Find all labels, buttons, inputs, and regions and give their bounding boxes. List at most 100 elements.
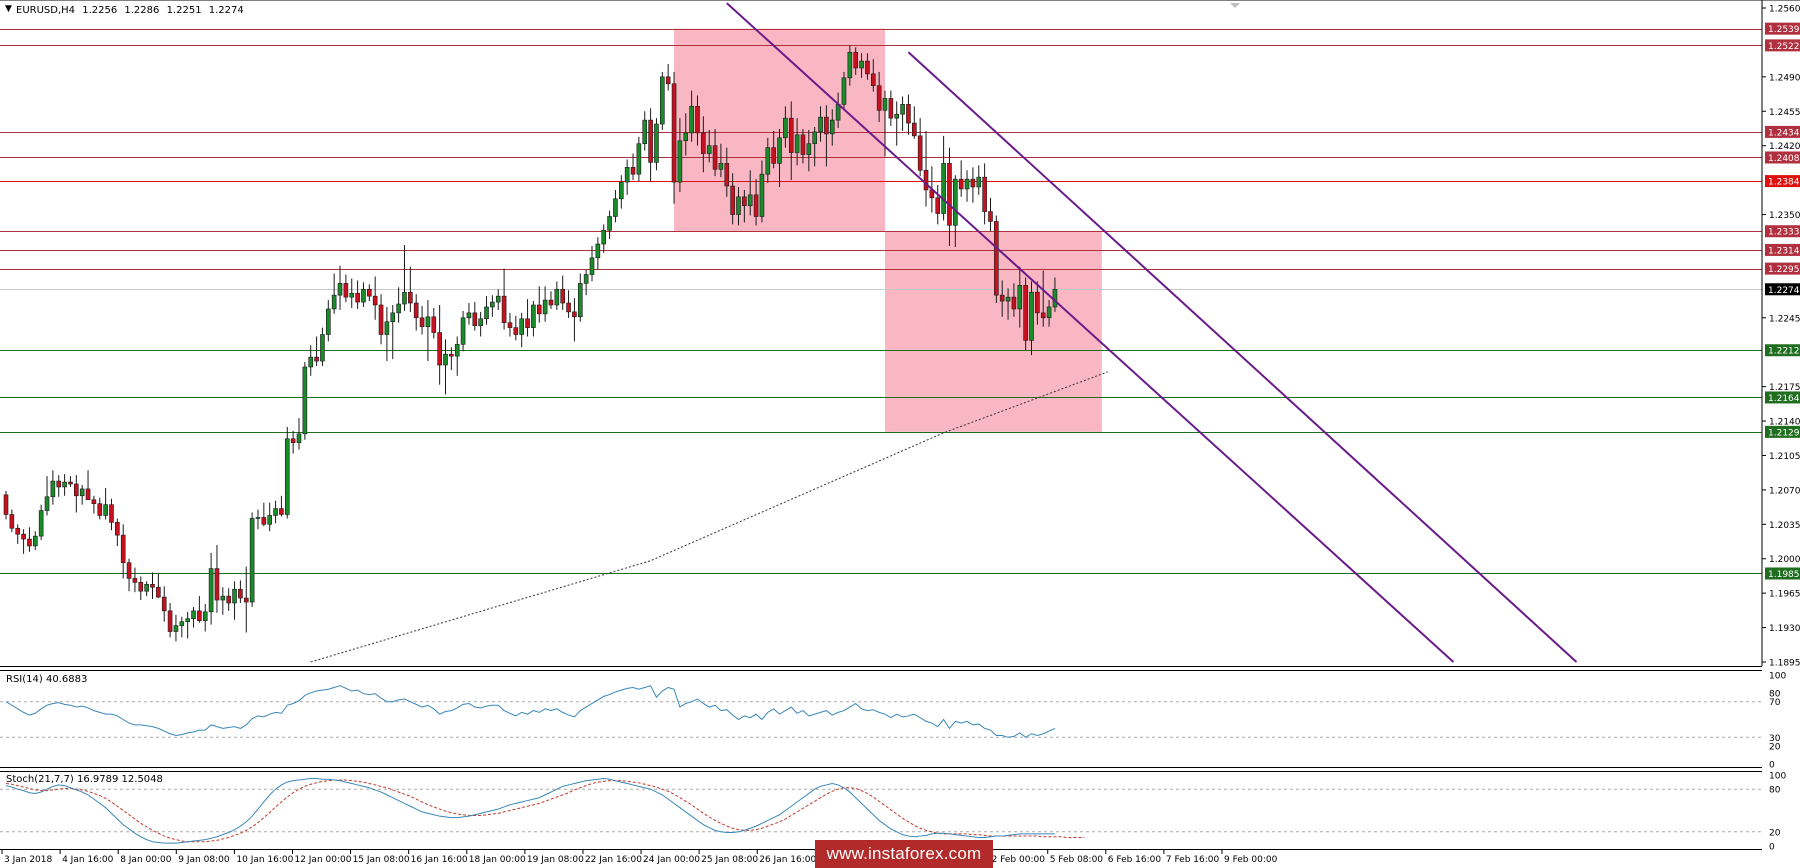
time-tick-label: 2 Feb 00:00	[992, 855, 1046, 865]
candle-body	[384, 321, 390, 335]
candle-body	[906, 104, 911, 124]
candle	[1023, 277, 1028, 351]
candle	[484, 296, 489, 325]
candle-body	[818, 116, 823, 133]
level-price-tag-label: 1.2539	[1768, 25, 1800, 35]
candle-body	[513, 327, 519, 335]
level-price-tag-label: 1.2164	[1768, 394, 1800, 404]
level-price-tag-label: 1.2522	[1768, 42, 1800, 52]
level-price-tag-label: 1.2129	[1768, 428, 1800, 438]
level-price-tag-label: 1.2314	[1768, 246, 1800, 256]
candle-body	[243, 597, 249, 603]
candle	[413, 294, 419, 331]
candle	[531, 301, 536, 337]
highlight-zone	[885, 231, 1102, 432]
candle-body	[32, 535, 38, 547]
price-tick-label: 1.2490	[1769, 73, 1800, 83]
candle-body	[214, 568, 220, 601]
candle	[9, 509, 15, 533]
candle-body	[982, 176, 987, 212]
stoch-main-line	[5, 778, 1055, 844]
candle	[935, 185, 941, 225]
channel-line	[726, 2, 1455, 663]
moving-average-line	[310, 371, 1108, 663]
candle	[607, 210, 612, 240]
candle-body	[742, 196, 747, 206]
candle-body	[548, 299, 554, 306]
price-tick-label: 1.2175	[1769, 383, 1800, 393]
candle-body	[953, 178, 958, 226]
candle	[361, 282, 366, 307]
candle-body	[91, 499, 97, 504]
candle	[900, 96, 905, 131]
candle	[273, 500, 278, 524]
candle-body	[994, 221, 999, 296]
candle-body	[911, 122, 917, 137]
candle-body	[888, 98, 894, 119]
candle	[577, 273, 583, 322]
candle	[454, 336, 460, 376]
price-tick-label: 1.1930	[1769, 624, 1800, 634]
candle	[349, 278, 355, 308]
candle-body	[900, 104, 905, 115]
candle-body	[413, 302, 419, 319]
candle	[249, 512, 255, 607]
candle	[449, 347, 454, 370]
candle	[490, 295, 495, 317]
candle-body	[554, 288, 560, 306]
candle	[941, 135, 946, 221]
candle-body	[695, 106, 700, 134]
candle	[179, 616, 185, 638]
candle-body	[249, 518, 255, 603]
candle	[208, 552, 214, 625]
candle-body	[613, 198, 618, 217]
level-price-tag	[1765, 391, 1800, 404]
rsi-tick-label: 70	[1769, 698, 1781, 708]
candle	[853, 47, 859, 75]
candle-body	[988, 211, 993, 222]
candle-body	[226, 595, 231, 604]
candle	[197, 596, 202, 623]
candle	[1046, 300, 1052, 327]
level-price-tag-label: 1.2295	[1768, 265, 1800, 275]
collapse-triangle-icon[interactable]: ▼	[5, 4, 12, 14]
candle	[618, 175, 624, 209]
level-price-tag	[1765, 151, 1800, 164]
level-price-tags: 1.2539 1.2522 1.2434 1.2408 1.2384 1.2333 1.23…	[1765, 22, 1800, 580]
candle-body	[261, 517, 267, 525]
candle	[220, 587, 226, 615]
candle	[753, 179, 759, 226]
stoch-tick-label: 100	[1769, 772, 1786, 782]
candle-body	[314, 356, 319, 362]
level-price-tag-label: 1.2408	[1768, 154, 1800, 164]
candle	[138, 576, 144, 601]
candle	[642, 111, 648, 151]
candle-body	[490, 301, 495, 308]
candle-body	[1017, 285, 1023, 310]
candle-body	[923, 169, 929, 191]
price-tick-label: 1.2035	[1769, 521, 1800, 531]
price-tick-label: 1.2105	[1769, 452, 1800, 462]
time-tick-label: 9 Jan 08:00	[178, 855, 230, 865]
candle	[38, 504, 44, 541]
candle-body	[120, 534, 126, 563]
rsi-tick-label: 0	[1769, 761, 1775, 771]
candle	[408, 266, 413, 312]
candle	[630, 153, 636, 181]
candle-body	[841, 77, 847, 105]
candle	[783, 106, 788, 148]
candle-body	[724, 163, 730, 187]
candle-body	[74, 483, 79, 497]
candles	[3, 45, 1058, 642]
candle-body	[618, 181, 624, 200]
candle	[976, 165, 982, 195]
candle	[865, 53, 870, 80]
time-tick-label: 15 Jan 08:00	[353, 855, 410, 865]
current-price-tag	[1765, 283, 1800, 296]
rsi-label: RSI(14) 40.6883	[6, 674, 87, 685]
shift-marker-icon[interactable]	[1230, 3, 1240, 8]
candle-body	[824, 116, 829, 135]
candle-body	[677, 140, 683, 183]
candle-body	[44, 496, 50, 511]
candle	[665, 64, 671, 91]
